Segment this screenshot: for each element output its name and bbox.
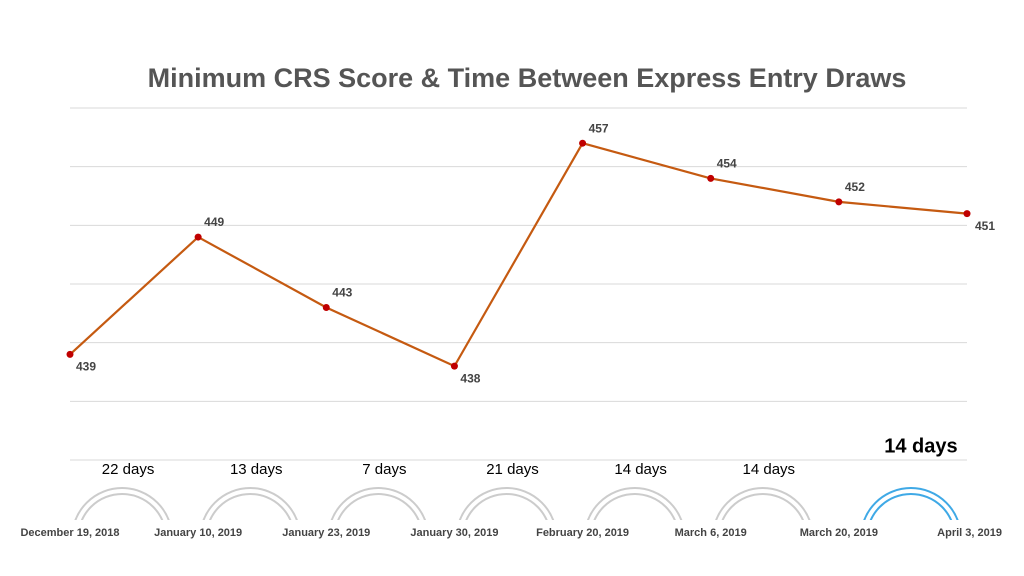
chart-title: Minimum CRS Score & Time Between Express… (148, 63, 907, 93)
data-point (322, 303, 330, 311)
interval-arc (721, 493, 804, 520)
interval-label: 14 days (884, 435, 957, 457)
interval-label: 22 days (102, 461, 155, 478)
x-tick-label: December 19, 2018 (20, 527, 119, 539)
interval-label: 14 days (614, 461, 667, 478)
x-tick-label: January 10, 2019 (154, 527, 242, 539)
x-tick-label: April 3, 2019 (937, 527, 1002, 539)
data-point (579, 139, 587, 147)
data-label: 449 (204, 215, 224, 229)
data-label: 457 (589, 121, 609, 135)
data-label: 454 (717, 157, 737, 171)
interval-label: 21 days (486, 461, 539, 478)
interval-arc (209, 493, 292, 520)
interval-arc (337, 493, 420, 520)
series-line (69, 141, 968, 368)
data-point (835, 198, 843, 206)
interval-arc (458, 487, 555, 520)
interval-arc (593, 493, 676, 520)
x-tick-label: February 20, 2019 (536, 527, 629, 539)
interval-label: 13 days (230, 461, 283, 478)
data-point (450, 362, 458, 370)
interval-arc (586, 487, 683, 520)
interval-arc (330, 487, 427, 520)
interval-arc (202, 487, 298, 520)
data-point (963, 210, 971, 218)
data-label: 438 (460, 371, 480, 385)
x-tick-label: March 6, 2019 (675, 527, 747, 539)
data-label: 443 (332, 286, 352, 300)
interval-arc (863, 487, 959, 520)
data-label: 452 (845, 180, 865, 194)
data-label: 451 (975, 219, 995, 233)
interval-arc (80, 493, 164, 520)
x-tick-label: January 23, 2019 (282, 527, 370, 539)
interval-arc (74, 487, 170, 520)
x-tick-label: January 30, 2019 (410, 527, 498, 539)
interval-arcs (74, 487, 959, 520)
x-tick-label: March 20, 2019 (800, 527, 878, 539)
data-point (66, 350, 74, 358)
interval-label: 14 days (743, 461, 796, 478)
data-label: 439 (76, 360, 96, 374)
data-point (194, 233, 202, 241)
interval-label: 7 days (362, 461, 406, 478)
data-point (707, 174, 715, 182)
interval-arc (869, 493, 953, 520)
interval-arc (465, 493, 548, 520)
interval-arc (715, 487, 811, 520)
